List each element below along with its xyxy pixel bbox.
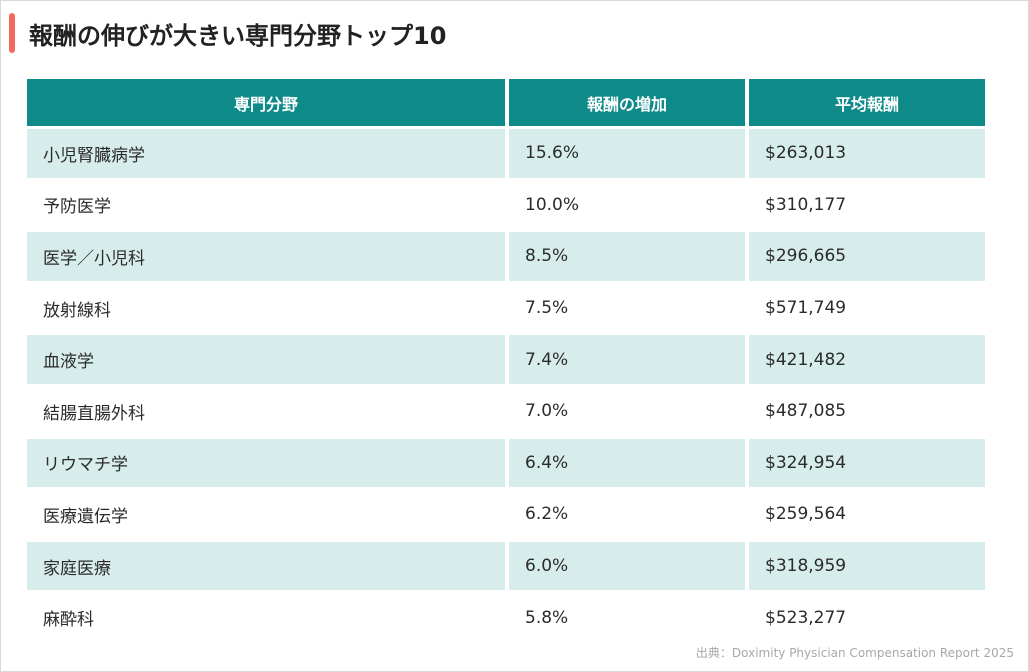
table-row: 医療遺伝学 6.2% $259,564 [27,490,985,539]
table-row: 予防医学 10.0% $310,177 [27,180,985,230]
cell-increase: 15.6% [509,129,745,178]
cell-increase: 10.0% [509,180,745,230]
table-row: 結腸直腸外科 7.0% $487,085 [27,386,985,436]
table-row: リウマチ学 6.4% $324,954 [27,438,985,488]
cell-increase: 5.8% [509,593,745,642]
cell-average-pay: $318,959 [749,541,985,591]
cell-average-pay: $296,665 [749,232,985,281]
cell-increase: 7.4% [509,335,745,384]
title-accent-bar [9,13,15,53]
cell-increase: 6.0% [509,541,745,591]
table-row: 麻酔科 5.8% $523,277 [27,593,985,642]
cell-increase: 8.5% [509,232,745,281]
cell-average-pay: $259,564 [749,490,985,539]
header-increase: 報酬の増加 [509,79,745,126]
cell-specialty: 医学／小児科 [27,232,505,281]
cell-average-pay: $571,749 [749,283,985,333]
specialty-table: 専門分野 報酬の増加 平均報酬 小児腎臓病学 15.6% $263,013 予防… [23,76,989,645]
cell-specialty: 結腸直腸外科 [27,386,505,436]
cell-specialty: 小児腎臓病学 [27,129,505,178]
cell-average-pay: $523,277 [749,593,985,642]
cell-specialty: 血液学 [27,335,505,384]
cell-average-pay: $310,177 [749,180,985,230]
cell-specialty: 医療遺伝学 [27,490,505,539]
table-row: 小児腎臓病学 15.6% $263,013 [27,129,985,178]
cell-specialty: 予防医学 [27,180,505,230]
cell-specialty: 家庭医療 [27,541,505,591]
table-row: 放射線科 7.5% $571,749 [27,283,985,333]
cell-increase: 6.2% [509,490,745,539]
cell-increase: 6.4% [509,438,745,488]
cell-average-pay: $324,954 [749,438,985,488]
header-average-pay: 平均報酬 [749,79,985,126]
cell-increase: 7.5% [509,283,745,333]
source-note: 出典：Doximity Physician Compensation Repor… [695,646,1014,660]
cell-specialty: リウマチ学 [27,438,505,488]
title-block: 報酬の伸びが大きい専門分野トップ10 [9,13,446,53]
table-row: 医学／小児科 8.5% $296,665 [27,232,985,281]
table-header-row: 専門分野 報酬の増加 平均報酬 [27,79,985,126]
cell-average-pay: $263,013 [749,129,985,178]
cell-average-pay: $487,085 [749,386,985,436]
table-row: 血液学 7.4% $421,482 [27,335,985,384]
cell-specialty: 麻酔科 [27,593,505,642]
cell-specialty: 放射線科 [27,283,505,333]
header-specialty: 専門分野 [27,79,505,126]
cell-increase: 7.0% [509,386,745,436]
table-row: 家庭医療 6.0% $318,959 [27,541,985,591]
page-title: 報酬の伸びが大きい専門分野トップ10 [29,21,447,50]
cell-average-pay: $421,482 [749,335,985,384]
